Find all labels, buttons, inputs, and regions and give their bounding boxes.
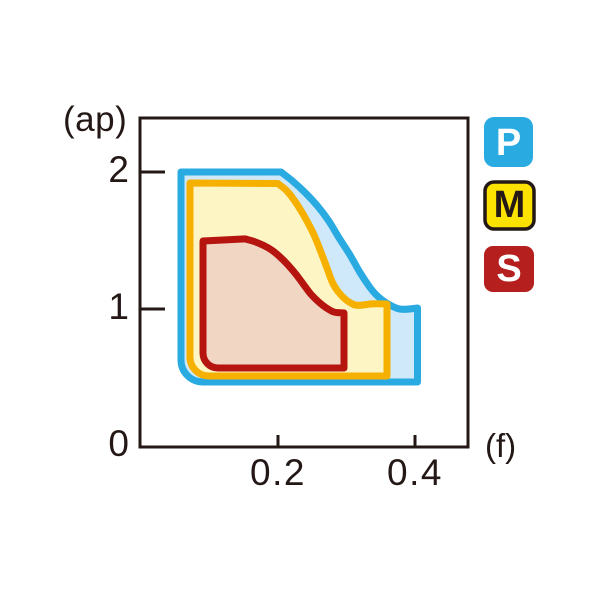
svg-text:0.4: 0.4 — [387, 452, 443, 493]
svg-text:(f): (f) — [485, 427, 516, 464]
svg-text:0.2: 0.2 — [250, 452, 306, 493]
svg-text:1: 1 — [108, 286, 129, 327]
svg-text:S: S — [496, 248, 521, 290]
svg-text:(ap): (ap) — [63, 100, 127, 139]
svg-text:0: 0 — [108, 423, 129, 464]
svg-text:P: P — [496, 122, 521, 164]
svg-text:M: M — [494, 184, 526, 226]
svg-text:2: 2 — [108, 149, 129, 190]
